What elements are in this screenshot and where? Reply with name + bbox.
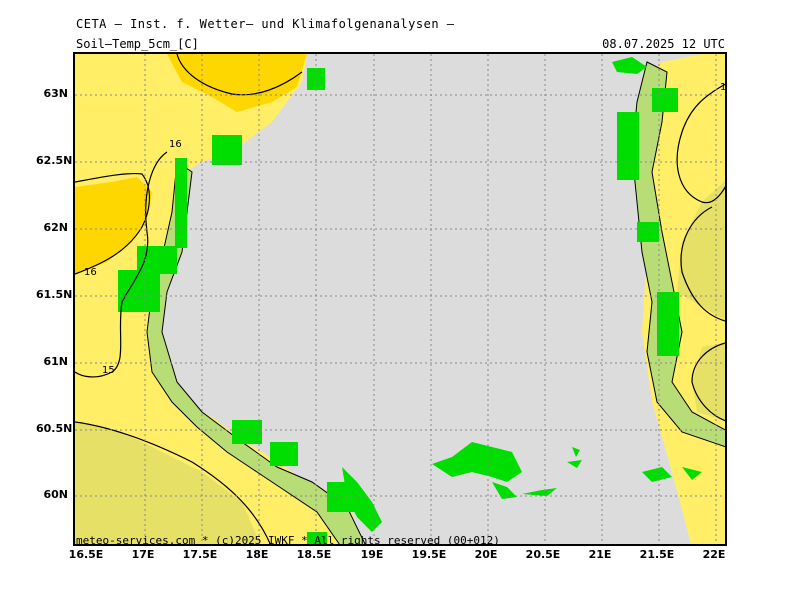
coast-cells (118, 68, 679, 544)
contour-label-4: 1 (720, 82, 726, 93)
map-svg: 16 16 15 1 (75, 54, 726, 544)
lat-label-62n: 62N (43, 221, 68, 234)
lon-label-22e: 22E (702, 548, 726, 561)
contour-label-1: 16 (169, 139, 182, 150)
lon-label-17e: 17E (131, 548, 155, 561)
lon-label-19e: 19E (360, 548, 384, 561)
contours (75, 54, 725, 544)
lon-label-21-5e: 21.5E (639, 548, 675, 561)
lon-label-17-5e: 17.5E (182, 548, 218, 561)
lon-label-18e: 18E (245, 548, 269, 561)
contour-label-2: 16 (84, 267, 97, 278)
graticule (75, 54, 725, 544)
valid-time: 08.07.2025 12 UTC (602, 37, 725, 51)
header-bar: Soil—Temp_5cm_[C] 08.07.2025 12 UTC (73, 37, 727, 51)
coast-band-east (631, 61, 725, 448)
lat-label-61-5n: 61.5N (36, 288, 73, 301)
land-west-gold-west (75, 177, 152, 274)
lon-label-21e: 21E (588, 548, 612, 561)
lat-label-60n: 60N (43, 488, 68, 501)
lat-label-60-5n: 60.5N (36, 422, 73, 435)
copyright-footer: meteo-services.com * (c)2025 IWKF * All … (76, 534, 500, 547)
land-east-cool-1 (677, 180, 725, 320)
land-west (75, 54, 361, 544)
land-west-cool (75, 422, 261, 544)
lat-label-62-5n: 62.5N (36, 154, 73, 167)
map-title: CETA — Inst. f. Wetter— und Klimafolgena… (76, 17, 455, 31)
land-west-gold-north (167, 54, 307, 112)
lat-label-63n: 63N (43, 87, 68, 100)
lon-label-18-5e: 18.5E (296, 548, 332, 561)
parameter-label: Soil—Temp_5cm_[C] (76, 37, 199, 51)
islands (342, 57, 702, 532)
lon-label-16-5e: 16.5E (68, 548, 104, 561)
lon-label-20-5e: 20.5E (525, 548, 561, 561)
lon-label-20e: 20E (474, 548, 498, 561)
contour-label-3: 15 (102, 365, 115, 376)
map-area: 16 16 15 1 (73, 52, 727, 546)
lon-label-19-5e: 19.5E (411, 548, 447, 561)
lat-label-61n: 61N (43, 355, 68, 368)
